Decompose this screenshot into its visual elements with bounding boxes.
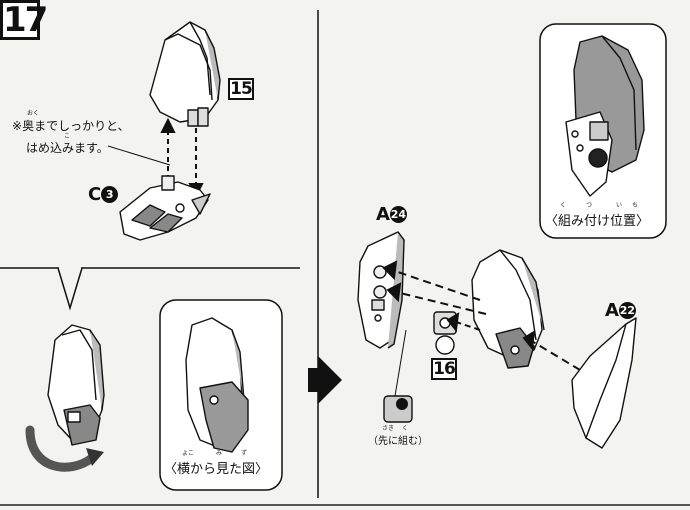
part-number-3: 3 [101,186,119,203]
callout-notch [57,267,83,311]
part-a22-drawing [571,317,637,449]
furigana-mi: み [216,450,223,457]
note-line-2: はめ込みます。 [26,141,109,155]
furigana-tsu: つ [586,202,593,209]
part-label-a24: A24 [376,204,407,225]
rotation-arrow [25,425,104,472]
note-line-1: ※奥までしっかりと、 [12,118,130,134]
furigana-oku: おく [27,110,40,117]
furigana-i: い [616,202,623,209]
part-15-drawing [149,21,221,127]
position-drawing [565,35,645,197]
center-assembly-drawing [471,249,545,369]
note-text-1: 奥までしっかりと、 [22,119,130,133]
assembled-part-front [47,324,105,446]
furigana-ku2: く [402,425,409,432]
furigana-ku: く [560,202,567,209]
furigana-chi: ち [632,202,639,209]
furigana-zu: ず [241,450,248,457]
side-view-caption: 〈横から見た図〉 [164,462,269,477]
assembly-arrows-right [382,260,581,371]
note-mark: ※ [12,119,23,133]
part-ref-15: 15 [228,78,254,100]
flow-arrow [308,356,342,404]
position-caption: 〈組み付け位置〉 [545,214,650,229]
part-ref-16: 16 [431,358,457,380]
part-letter-a: A [376,204,390,225]
first-leader [393,329,407,403]
part-letter-a: A [605,300,619,321]
step-number: 17 [0,0,48,40]
furigana-komi: こ [64,133,71,140]
part-number-24: 24 [389,206,407,223]
part-letter-c: C [88,184,102,205]
part-c3-drawing [119,175,211,241]
assemble-first-caption: （先に組む） [368,436,428,447]
part-label-a22: A22 [605,300,636,321]
part-16-drawing [433,311,457,355]
part-number-22: 22 [618,302,636,319]
side-view-drawing [185,317,249,453]
note-leader [107,145,171,166]
furigana-saki: さき [382,425,395,432]
furigana-yoko: よこ [182,450,195,457]
